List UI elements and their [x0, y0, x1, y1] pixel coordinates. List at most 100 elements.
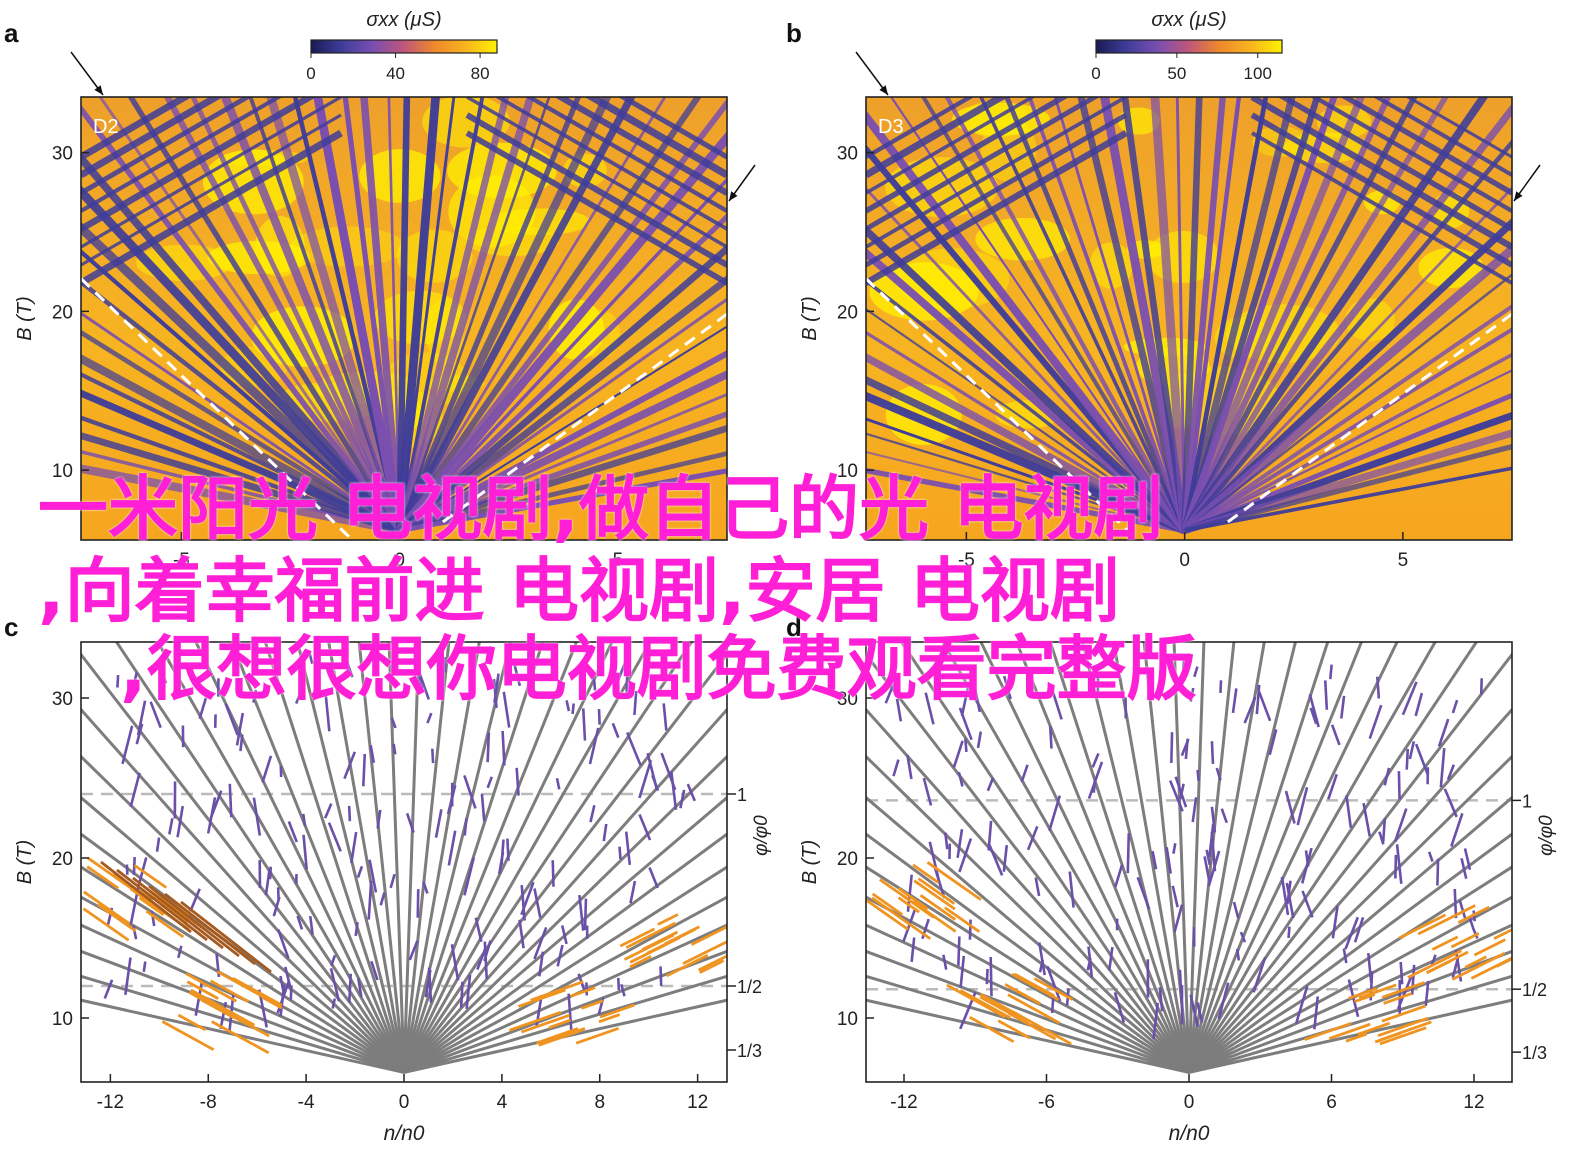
fragment-segment-orange: [1407, 949, 1463, 979]
fragment-segment-purple: [1235, 948, 1241, 961]
fan-line-gray: [1188, 895, 1512, 1074]
fragment-segment-purple: [1436, 858, 1440, 886]
fragment-segment-orange: [540, 1028, 576, 1044]
fragment-segment-purple: [592, 677, 597, 691]
fragment-segment-orange: [1377, 1016, 1429, 1037]
heatmap-fan-stripe: [1121, 97, 1188, 531]
fragment-segment-purple: [447, 830, 457, 866]
heatmap-fan-stripe: [397, 370, 727, 534]
heatmap-corner-band: [866, 97, 1037, 195]
heatmap-corner-band: [81, 129, 343, 287]
heatmap-fan-stripe: [81, 311, 401, 532]
fragment-segment-purple: [686, 783, 696, 802]
fragment-segment-purple: [1308, 694, 1320, 728]
fragment-segment-purple: [1366, 953, 1373, 983]
heatmap-fan-stripe: [866, 247, 1188, 534]
fragment-segment-purple: [556, 944, 564, 967]
heatmap-corner-band: [81, 113, 342, 267]
heatmap-fan-stripe: [397, 275, 727, 534]
fragment-segment-purple: [1020, 764, 1029, 783]
fragment-segment-orange: [959, 989, 1011, 1020]
colorbar-tick-label: 50: [1167, 64, 1186, 83]
heatmap-fan-stripe: [1100, 97, 1190, 532]
fragment-segment-purple: [629, 880, 637, 904]
fan-line-gray: [357, 642, 406, 1073]
fragment-segment-brown: [116, 868, 208, 942]
y-axis-tick-label: 20: [52, 849, 73, 870]
fragment-segment-purple: [405, 812, 415, 833]
fragment-segment-purple: [431, 748, 435, 764]
fragment-segment-purple: [960, 684, 970, 717]
x-axis-label: n/n0: [384, 1122, 425, 1145]
fragment-segment-orange: [200, 994, 256, 1027]
heatmap-corner-band: [866, 112, 1128, 268]
heatmap-fan-stripe: [98, 97, 401, 532]
fragment-segment-purple: [1232, 901, 1240, 919]
fragment-segment-purple: [1294, 985, 1309, 1025]
fragment-segment-purple: [343, 751, 357, 780]
fragment-segment-purple: [1405, 748, 1410, 770]
fragment-segment-purple: [1468, 916, 1475, 928]
fragment-segment-purple: [1284, 790, 1296, 824]
fragment-segment-orange: [185, 972, 238, 1003]
heatmap-fan-stripe: [398, 97, 667, 532]
heatmap-fan-stripe: [399, 392, 727, 532]
fan-line-gray: [156, 642, 406, 1074]
fragment-segment-purple: [224, 703, 239, 736]
fragment-segment-purple: [520, 884, 526, 921]
fragment-segment-purple: [1376, 676, 1381, 699]
colorbar-tick-label: 100: [1244, 64, 1272, 83]
heatmap-fan-stripe: [1182, 97, 1449, 532]
fragment-segment-purple: [356, 865, 364, 879]
heatmap-fan-stripe: [1183, 443, 1512, 534]
heatmap-fan-stripe: [398, 297, 727, 532]
fragment-segment-purple: [638, 759, 653, 799]
fan-line-gray: [327, 642, 406, 1073]
fragment-segment-purple: [502, 691, 511, 728]
fan-line-gray: [403, 949, 727, 1074]
fan-line-gray: [403, 795, 727, 1074]
fragment-segment-purple: [1046, 965, 1062, 1002]
fragment-segment-purple: [390, 717, 397, 729]
fragment-segment-purple: [198, 697, 208, 720]
fragment-segment-purple: [1458, 899, 1467, 920]
fragment-segment-orange: [232, 977, 283, 1007]
heatmap-corner-band: [465, 112, 727, 268]
panel-letter: a: [4, 18, 19, 48]
fan-line-gray: [866, 895, 1190, 1074]
fragment-segment-purple: [368, 859, 378, 893]
x-axis-tick-label: 4: [497, 1092, 508, 1113]
fragment-segment-purple: [1427, 851, 1434, 862]
y-axis-tick-label: 30: [837, 689, 858, 710]
heatmap-fan-stripe: [866, 353, 1187, 534]
fragment-segment-purple: [1152, 1002, 1160, 1040]
fragment-segment-purple: [1068, 871, 1075, 908]
fragment-segment-purple: [413, 662, 424, 689]
fragment-segment-purple: [1347, 979, 1360, 1018]
fragment-segment-purple: [330, 954, 337, 967]
fragment-segment-orange: [133, 864, 167, 889]
fragment-segment-orange: [87, 856, 142, 897]
fragment-segment-purple: [1287, 926, 1291, 939]
fragment-segment-purple: [369, 745, 376, 763]
fragment-segment-orange: [599, 1003, 635, 1019]
fragment-segment-purple: [1219, 680, 1223, 693]
heatmap-fan-stripe: [866, 278, 1186, 532]
x-axis-tick-label: 6: [1326, 1092, 1337, 1113]
colorbar-title: σxx (μS): [1151, 9, 1226, 31]
fragment-segment-purple: [1034, 877, 1041, 897]
fragment-segment-purple: [1285, 882, 1295, 919]
heatmap-fan-stripe: [1183, 411, 1512, 534]
fragment-segment-purple: [1393, 808, 1408, 842]
y-axis-tick-label: 30: [52, 689, 73, 710]
fragment-segment-purple: [1210, 831, 1217, 872]
fragment-segment-purple: [1171, 885, 1179, 908]
x-axis-tick-label: -12: [890, 1092, 917, 1113]
fragment-segment-orange: [1033, 977, 1074, 1001]
fragment-segment-purple: [1193, 666, 1199, 678]
fragment-segment-purple: [976, 731, 983, 749]
heatmap-corner-band: [494, 97, 727, 231]
fan-line-gray: [402, 642, 545, 1073]
right-axis-tick-label: 1/2: [737, 977, 762, 997]
